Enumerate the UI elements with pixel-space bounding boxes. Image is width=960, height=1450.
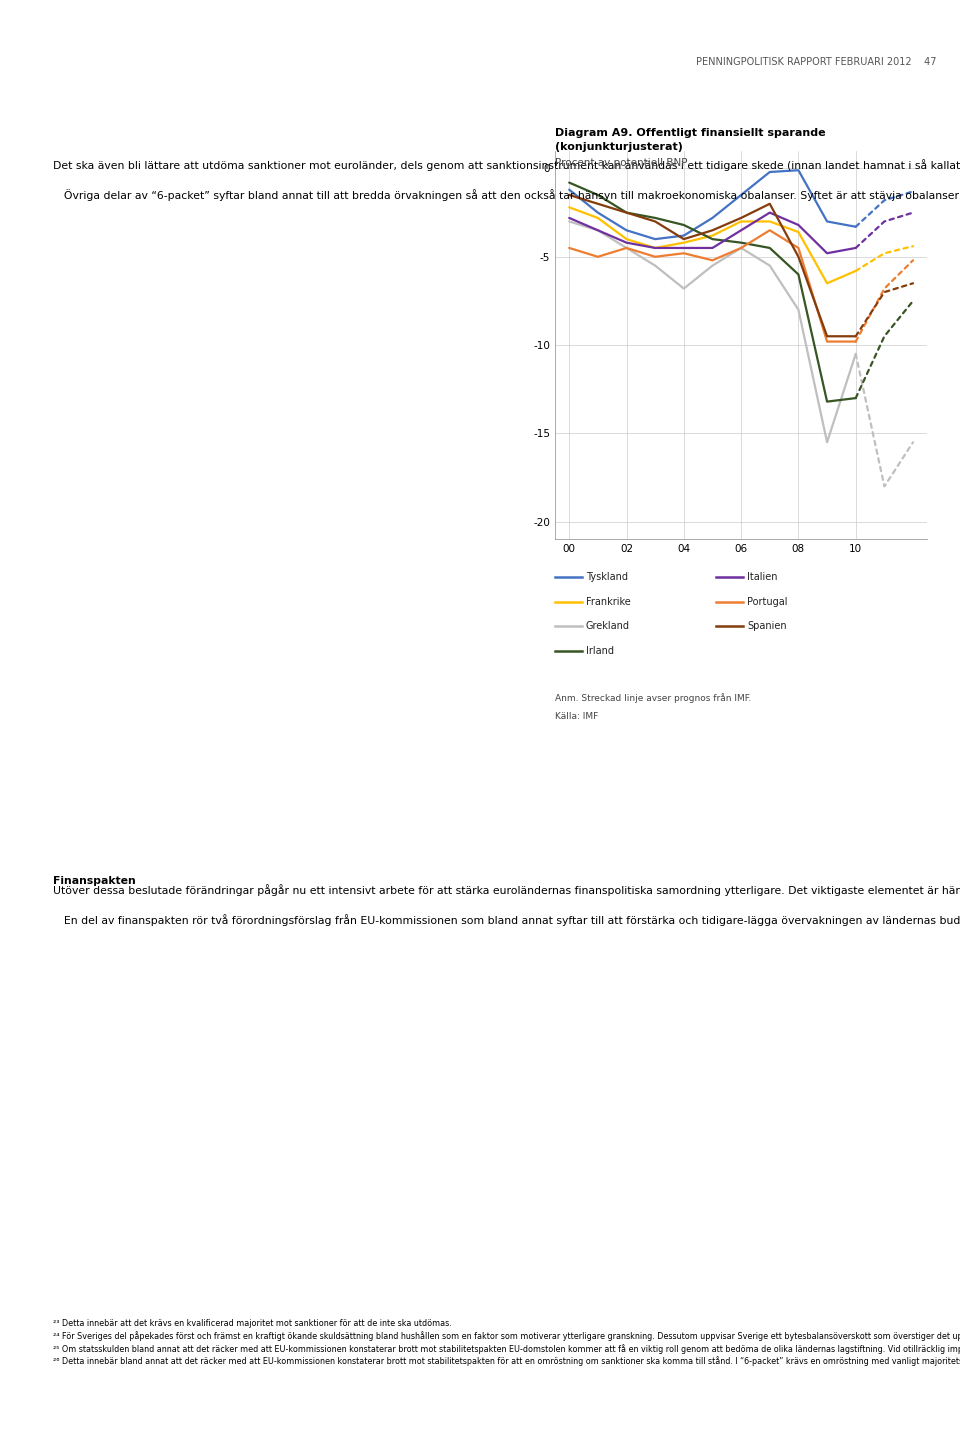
Text: Frankrike: Frankrike — [586, 597, 631, 606]
Text: Spanien: Spanien — [747, 622, 786, 631]
Text: Diagram A9. Offentligt finansiellt sparande: Diagram A9. Offentligt finansiellt spara… — [555, 128, 826, 138]
Text: Anm. Streckad linje avser prognos från IMF.: Anm. Streckad linje avser prognos från I… — [555, 693, 751, 703]
Text: Procent av potentiell BNP: Procent av potentiell BNP — [555, 158, 687, 168]
Text: Grekland: Grekland — [586, 622, 630, 631]
Text: Portugal: Portugal — [747, 597, 787, 606]
Text: Utöver dessa beslutade förändringar pågår nu ett intensivt arbete för att stärka: Utöver dessa beslutade förändringar pågå… — [53, 884, 960, 927]
Text: Det ska även bli lättare att utdöma sanktioner mot euroländer, dels genom att sa: Det ska även bli lättare att utdöma sank… — [53, 160, 960, 202]
Text: PENNINGPOLITISK RAPPORT FEBRUARI 2012    47: PENNINGPOLITISK RAPPORT FEBRUARI 2012 47 — [695, 58, 936, 67]
Text: (konjunkturjusterat): (konjunkturjusterat) — [555, 142, 683, 152]
Text: Italien: Italien — [747, 573, 778, 581]
Text: ²³ Detta innebär att det krävs en kvalificerad majoritet mot sanktioner för att : ²³ Detta innebär att det krävs en kvalif… — [53, 1320, 960, 1366]
Text: Irland: Irland — [586, 647, 613, 655]
Text: Tyskland: Tyskland — [586, 573, 628, 581]
Text: Källa: IMF: Källa: IMF — [555, 712, 598, 721]
Text: Finanspakten: Finanspakten — [53, 876, 135, 886]
